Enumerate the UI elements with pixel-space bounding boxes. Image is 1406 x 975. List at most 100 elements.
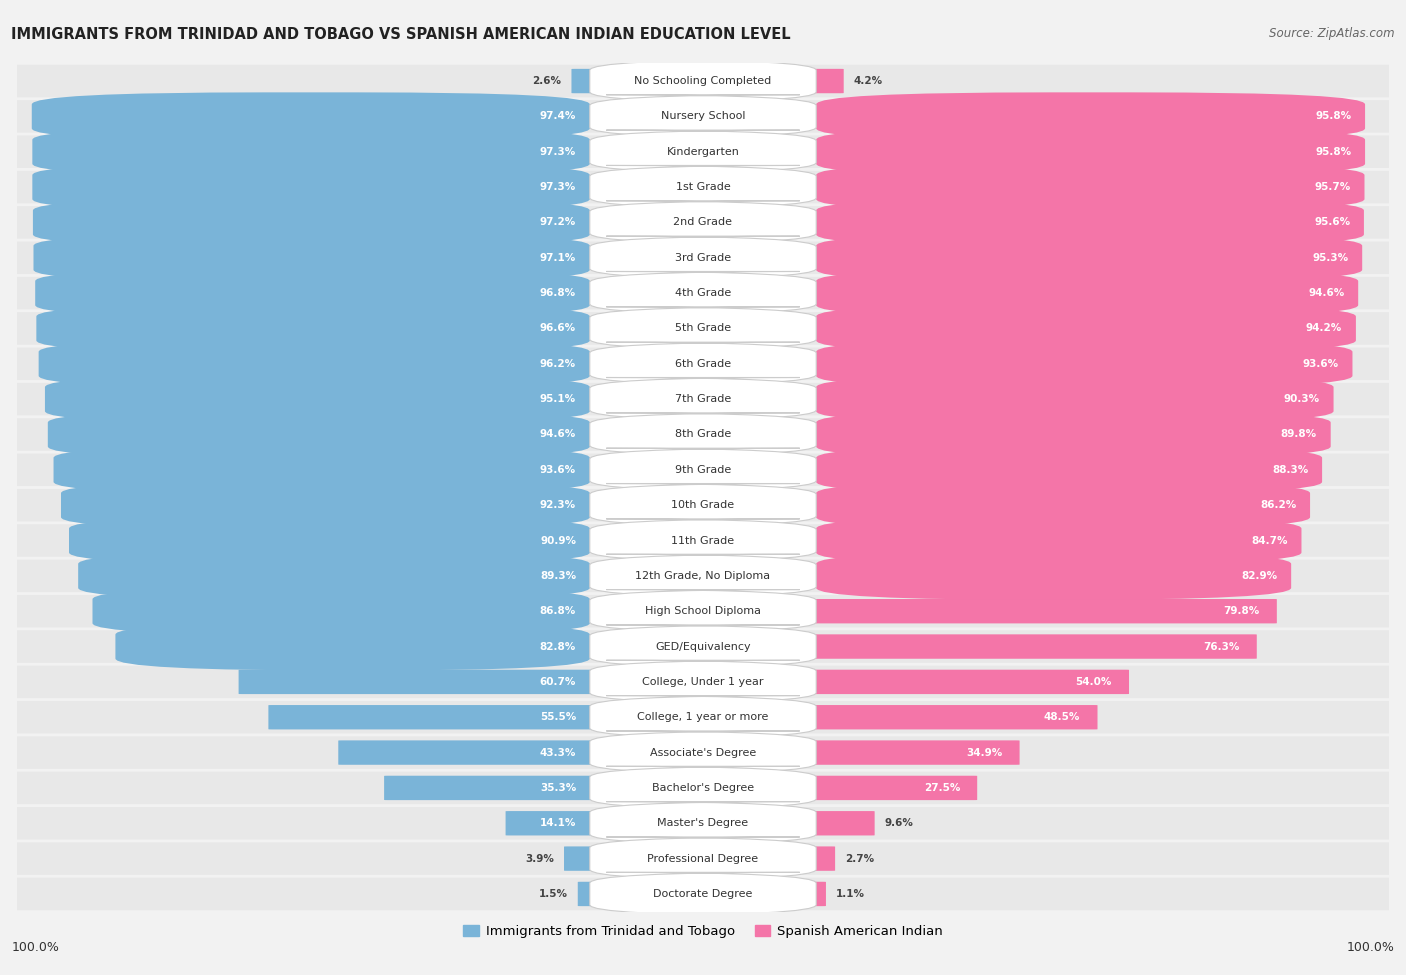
FancyBboxPatch shape: [817, 128, 1365, 176]
FancyBboxPatch shape: [817, 163, 1364, 212]
Text: 93.6%: 93.6%: [1302, 359, 1339, 369]
Text: 2nd Grade: 2nd Grade: [673, 217, 733, 227]
FancyBboxPatch shape: [3, 277, 1403, 309]
Text: 9.6%: 9.6%: [884, 818, 914, 829]
FancyBboxPatch shape: [69, 517, 589, 565]
FancyBboxPatch shape: [3, 630, 1403, 663]
Text: Kindergarten: Kindergarten: [666, 146, 740, 157]
Text: 95.7%: 95.7%: [1315, 182, 1351, 192]
FancyBboxPatch shape: [813, 670, 1129, 694]
FancyBboxPatch shape: [589, 95, 817, 138]
Text: 27.5%: 27.5%: [924, 783, 960, 793]
Text: 1.1%: 1.1%: [837, 889, 865, 899]
FancyBboxPatch shape: [817, 269, 1358, 317]
FancyBboxPatch shape: [339, 740, 593, 764]
Text: 94.6%: 94.6%: [1308, 288, 1344, 298]
FancyBboxPatch shape: [3, 878, 1403, 911]
Text: 82.8%: 82.8%: [540, 642, 576, 651]
Text: 8th Grade: 8th Grade: [675, 429, 731, 440]
FancyBboxPatch shape: [813, 599, 1277, 623]
Text: 96.6%: 96.6%: [540, 324, 576, 333]
Text: 4.2%: 4.2%: [853, 76, 883, 86]
Text: 89.3%: 89.3%: [540, 570, 576, 581]
Text: 86.2%: 86.2%: [1260, 500, 1296, 510]
FancyBboxPatch shape: [571, 69, 593, 94]
FancyBboxPatch shape: [32, 128, 589, 176]
FancyBboxPatch shape: [589, 484, 817, 527]
FancyBboxPatch shape: [3, 64, 1403, 98]
FancyBboxPatch shape: [3, 418, 1403, 450]
FancyBboxPatch shape: [589, 837, 817, 880]
Text: 4th Grade: 4th Grade: [675, 288, 731, 298]
Text: 96.2%: 96.2%: [540, 359, 576, 369]
FancyBboxPatch shape: [817, 410, 1330, 458]
FancyBboxPatch shape: [813, 776, 977, 800]
Text: Bachelor's Degree: Bachelor's Degree: [652, 783, 754, 793]
FancyBboxPatch shape: [93, 587, 589, 636]
FancyBboxPatch shape: [813, 881, 825, 906]
FancyBboxPatch shape: [3, 736, 1403, 769]
Text: 43.3%: 43.3%: [540, 748, 576, 758]
Text: 2.6%: 2.6%: [531, 76, 561, 86]
Text: Master's Degree: Master's Degree: [658, 818, 748, 829]
FancyBboxPatch shape: [589, 731, 817, 774]
Text: 95.6%: 95.6%: [1315, 217, 1350, 227]
Text: 10th Grade: 10th Grade: [672, 500, 734, 510]
FancyBboxPatch shape: [589, 873, 817, 916]
Text: 97.1%: 97.1%: [540, 253, 576, 263]
Text: 9th Grade: 9th Grade: [675, 465, 731, 475]
FancyBboxPatch shape: [3, 488, 1403, 522]
Text: 48.5%: 48.5%: [1045, 712, 1080, 722]
Text: 34.9%: 34.9%: [966, 748, 1002, 758]
FancyBboxPatch shape: [813, 811, 875, 836]
FancyBboxPatch shape: [589, 695, 817, 739]
FancyBboxPatch shape: [589, 201, 817, 244]
Text: GED/Equivalency: GED/Equivalency: [655, 642, 751, 651]
Legend: Immigrants from Trinidad and Tobago, Spanish American Indian: Immigrants from Trinidad and Tobago, Spa…: [458, 919, 948, 943]
Text: 100.0%: 100.0%: [1347, 941, 1395, 955]
FancyBboxPatch shape: [506, 811, 593, 836]
Text: 5th Grade: 5th Grade: [675, 324, 731, 333]
FancyBboxPatch shape: [589, 590, 817, 633]
FancyBboxPatch shape: [3, 771, 1403, 804]
Text: Source: ZipAtlas.com: Source: ZipAtlas.com: [1270, 27, 1395, 40]
FancyBboxPatch shape: [817, 552, 1291, 600]
Text: 54.0%: 54.0%: [1076, 677, 1112, 687]
FancyBboxPatch shape: [817, 234, 1362, 282]
Text: 6th Grade: 6th Grade: [675, 359, 731, 369]
FancyBboxPatch shape: [813, 635, 1257, 659]
FancyBboxPatch shape: [3, 171, 1403, 204]
Text: 86.8%: 86.8%: [540, 606, 576, 616]
FancyBboxPatch shape: [3, 842, 1403, 875]
FancyBboxPatch shape: [817, 304, 1355, 353]
Text: 7th Grade: 7th Grade: [675, 394, 731, 405]
Text: 94.6%: 94.6%: [540, 429, 576, 440]
FancyBboxPatch shape: [589, 519, 817, 563]
Text: 97.3%: 97.3%: [540, 146, 576, 157]
FancyBboxPatch shape: [589, 59, 817, 102]
FancyBboxPatch shape: [3, 701, 1403, 733]
FancyBboxPatch shape: [813, 69, 844, 94]
Text: 35.3%: 35.3%: [540, 783, 576, 793]
FancyBboxPatch shape: [3, 312, 1403, 345]
FancyBboxPatch shape: [589, 412, 817, 456]
FancyBboxPatch shape: [589, 554, 817, 598]
FancyBboxPatch shape: [37, 304, 589, 353]
FancyBboxPatch shape: [269, 705, 593, 729]
FancyBboxPatch shape: [3, 136, 1403, 168]
FancyBboxPatch shape: [60, 481, 589, 529]
Text: Nursery School: Nursery School: [661, 111, 745, 122]
FancyBboxPatch shape: [3, 347, 1403, 380]
FancyBboxPatch shape: [589, 130, 817, 174]
Text: IMMIGRANTS FROM TRINIDAD AND TOBAGO VS SPANISH AMERICAN INDIAN EDUCATION LEVEL: IMMIGRANTS FROM TRINIDAD AND TOBAGO VS S…: [11, 27, 790, 42]
FancyBboxPatch shape: [589, 625, 817, 668]
FancyBboxPatch shape: [35, 269, 589, 317]
Text: 95.8%: 95.8%: [1315, 146, 1351, 157]
FancyBboxPatch shape: [34, 234, 589, 282]
Text: 2.7%: 2.7%: [845, 853, 875, 864]
FancyBboxPatch shape: [589, 271, 817, 315]
Text: 60.7%: 60.7%: [540, 677, 576, 687]
Text: High School Diploma: High School Diploma: [645, 606, 761, 616]
Text: 97.4%: 97.4%: [540, 111, 576, 122]
FancyBboxPatch shape: [589, 307, 817, 350]
